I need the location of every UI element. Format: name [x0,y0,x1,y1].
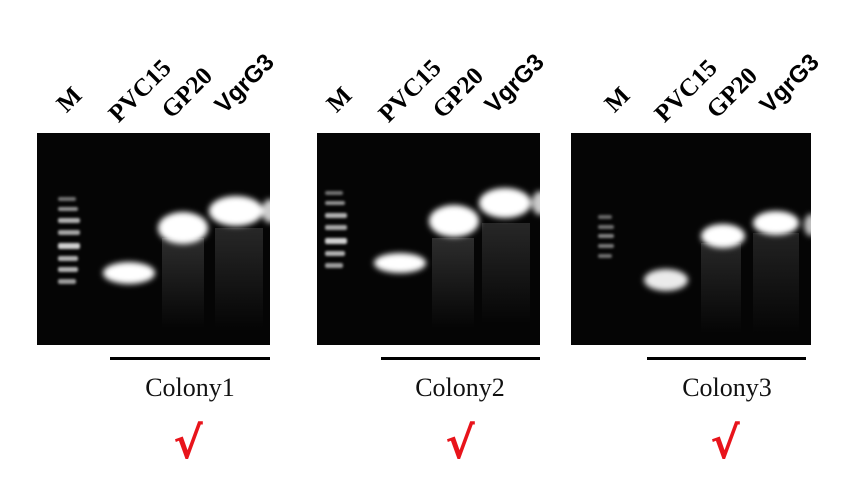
lane-smear [753,233,799,333]
band-edge [532,191,540,215]
band-gp20 [158,212,208,244]
lane-label-marker: M [599,81,636,118]
band-edge [804,214,811,236]
band-vgrg3 [209,196,263,226]
colony-underline [647,357,806,360]
lane-smear [162,238,204,328]
gel-image-2 [317,133,540,345]
ladder-bands [598,215,614,258]
lane-label-pvc15: PVC15 [649,54,723,128]
check-mark-icon: √ [445,418,475,469]
band-pvc15 [374,253,426,273]
colony-underline [110,357,270,360]
lane-smear [432,238,474,328]
colony-label: Colony1 [145,373,235,402]
gel-panel-2: M PVC15 GP20 VgrG3 [317,49,550,469]
band-gp20 [429,205,479,237]
lane-smear [215,228,263,328]
check-mark-icon: √ [173,418,203,469]
lane-smear [701,243,741,333]
gel-image-3 [571,133,811,345]
ladder-bands [325,191,347,268]
gel-panel-1: M PVC15 GP20 VgrG3 [0,0,290,503]
ladder-bands [58,197,80,284]
lane-smear [482,223,530,323]
lane-label-vgrg3: VgrG3 [754,48,825,119]
band-pvc15 [103,262,155,284]
colony-label: Colony3 [682,373,772,402]
band-vgrg3 [753,211,799,235]
band-edge [262,199,270,223]
band-pvc15 [644,269,688,291]
band-gp20 [701,224,745,248]
band-vgrg3 [479,188,531,218]
check-mark-icon: √ [710,418,740,469]
colony-underline [381,357,540,360]
colony-label: Colony2 [415,373,505,402]
gel-image-1 [37,133,270,345]
